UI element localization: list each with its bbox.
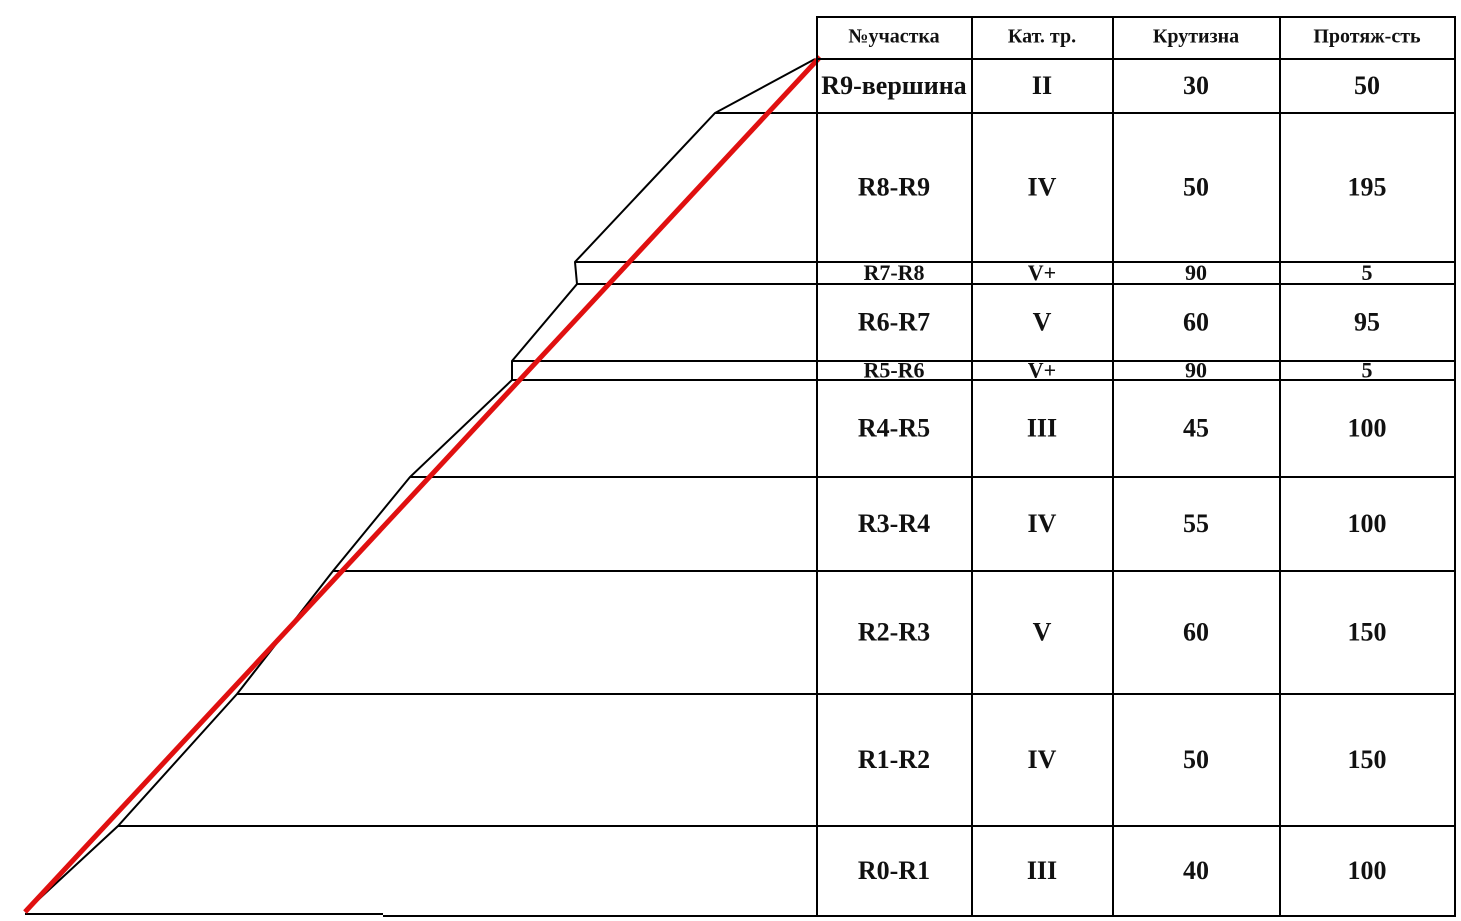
cell: 40 [1183,856,1209,885]
cell: 45 [1183,413,1209,442]
header-cell: Протяж-сть [1313,26,1421,48]
cell: 150 [1348,617,1387,646]
cell: II [1032,71,1052,100]
table: №участка Кат. тр. Крутизна Протяж-сть R9-вер… [816,16,1456,917]
average-slope-line [23,55,822,914]
cell: 50 [1354,71,1380,100]
cell: 5 [1362,358,1373,383]
cell: R7-R8 [863,260,924,285]
table-border [816,16,1456,917]
cell: R0-R1 [858,856,930,885]
cell: R5-R6 [863,358,924,383]
cell: R3-R4 [858,509,930,538]
cell: R1-R2 [858,745,930,774]
cell: R8-R9 [858,172,930,201]
cell: 100 [1348,856,1387,885]
cell: 90 [1185,260,1207,285]
cell: 5 [1362,260,1373,285]
cell: 90 [1185,358,1207,383]
cell: V [1033,617,1052,646]
cell: IV [1028,745,1057,774]
cell: 95 [1354,307,1380,336]
header-cell: Крутизна [1153,26,1239,48]
cell: R9-вершина [821,71,966,100]
cell: 50 [1183,745,1209,774]
cell: R6-R7 [858,307,930,336]
cell: V [1033,307,1052,336]
cell: V+ [1028,358,1056,383]
cell: 60 [1183,617,1209,646]
cell: 195 [1348,172,1387,201]
cell: V+ [1028,260,1056,285]
cell: 150 [1348,745,1387,774]
cell: R4-R5 [858,413,930,442]
cell: III [1027,413,1057,442]
cell: III [1027,856,1057,885]
cell: R2-R3 [858,617,930,646]
cell: 50 [1183,172,1209,201]
cell: 100 [1348,413,1387,442]
cell: IV [1028,509,1057,538]
cell: IV [1028,172,1057,201]
cell: 55 [1183,509,1209,538]
cell: 100 [1348,509,1387,538]
route-polyline [24,58,816,913]
header-cell: Кат. тр. [1008,26,1076,48]
route-profile [23,55,822,917]
header-cell: №участка [848,26,939,48]
cell: 30 [1183,71,1209,100]
cell: 60 [1183,307,1209,336]
